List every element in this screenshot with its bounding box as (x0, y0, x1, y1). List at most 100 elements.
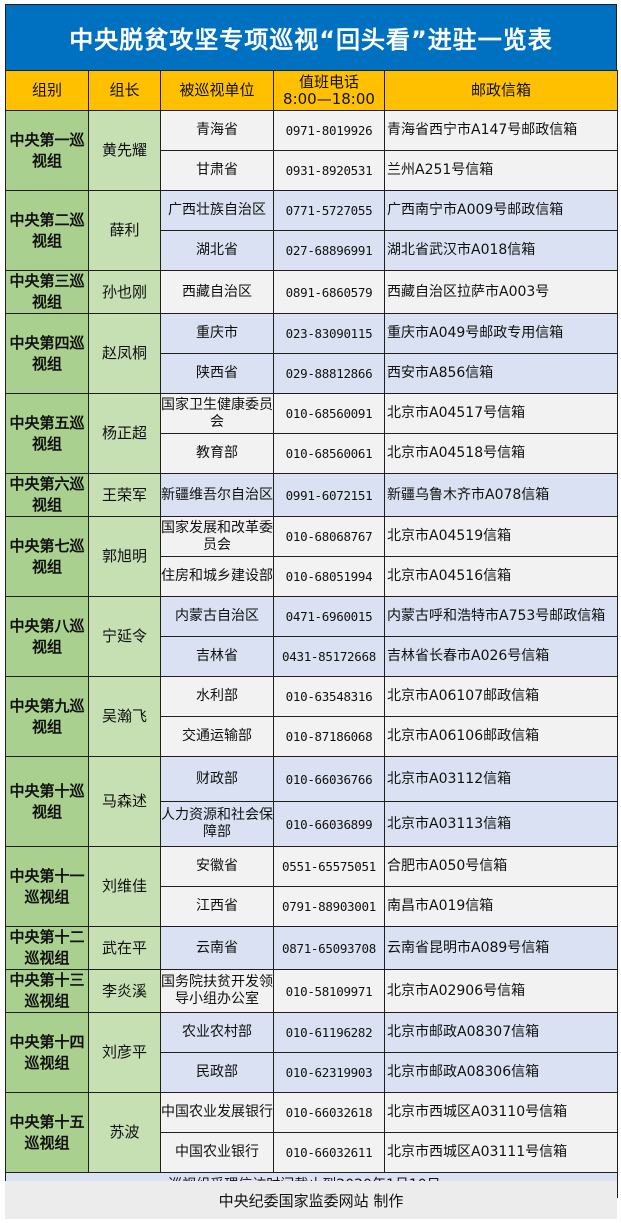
table-row: 中央第八巡视组 宁延令 内蒙古自治区 0471-6960015 内蒙古呼和浩特市A753… (5, 596, 618, 677)
header-mailbox: 邮政信箱 (384, 70, 618, 111)
duty-phone: 023-83090115 (273, 313, 385, 354)
duty-phone: 010-66032611 (273, 1132, 385, 1173)
postal-mailbox: 北京市A04516信箱 (384, 556, 618, 597)
header-phone-label: 值班电话 (298, 72, 359, 91)
inspected-unit: 云南省 (160, 926, 274, 970)
leader-name: 郭旭明 (88, 516, 161, 597)
leader-name: 赵凤桐 (88, 313, 161, 394)
postal-mailbox: 北京市A03113信箱 (384, 801, 618, 847)
header-unit: 被巡视单位 (160, 70, 274, 111)
group-name: 中央第十五巡视组 (5, 1092, 89, 1173)
duty-phone: 0931-8920531 (273, 150, 385, 191)
group-name: 中央第十四巡视组 (5, 1012, 89, 1093)
table-row: 中央第十四巡视组 刘彦平 农业农村部 010-61196282 北京市邮政A08307信… (5, 1012, 618, 1093)
duty-phone: 010-87186068 (273, 716, 385, 757)
table-row: 甘肃省 0931-8920531 兰州A251号信箱 (6, 150, 618, 191)
inspected-unit: 广西壮族自治区 (160, 190, 274, 231)
postal-mailbox: 北京市西城区A03110号信箱 (384, 1092, 618, 1133)
header-phone-hours: 8:00—18:00 (283, 89, 375, 108)
table-row: 中央第九巡视组 吴瀚飞 水利部 010-63548316 北京市A06107邮政信箱 (5, 676, 618, 757)
duty-phone: 0991-6072151 (273, 473, 385, 517)
leader-name: 马森述 (88, 756, 161, 847)
inspected-unit: 青海省 (160, 110, 274, 151)
inspected-unit: 新疆维吾尔自治区 (160, 473, 274, 517)
inspected-unit: 水利部 (160, 676, 274, 717)
group-name: 中央第一巡视组 (5, 110, 89, 191)
group-name: 中央第三巡视组 (5, 270, 89, 314)
leader-name: 黄先耀 (88, 110, 161, 191)
leader-name: 杨正超 (88, 393, 161, 474)
inspection-table: 组别 组长 被巡视单位 值班电话 8:00—18:00 邮政信箱 中央第一巡视组黄… (5, 70, 618, 1198)
table-row: 中央第六巡视组 王荣军 新疆维吾尔自治区 0991-6072151 新疆乌鲁木齐市A07… (5, 473, 618, 517)
postal-mailbox: 北京市邮政A08306信箱 (384, 1052, 618, 1093)
postal-mailbox: 重庆市A049号邮政专用信箱 (384, 313, 618, 354)
table-row: 中央第十二巡视组 武在平 云南省 0871-65093708 云南省昆明市A089号信箱 (5, 926, 618, 970)
group-name: 中央第二巡视组 (5, 190, 89, 271)
duty-phone: 010-68051994 (273, 556, 385, 597)
credit-footer: 中央纪委国家监委网站 制作 (5, 1181, 617, 1219)
header-group: 组别 (5, 70, 89, 111)
inspected-unit: 安徽省 (160, 846, 274, 887)
leader-name: 王荣军 (88, 473, 161, 517)
duty-phone: 027-68896991 (273, 230, 385, 271)
group-name: 中央第十巡视组 (5, 756, 89, 847)
duty-phone: 010-66036766 (273, 756, 385, 802)
duty-phone: 0551-65575051 (273, 846, 385, 887)
duty-phone: 010-68560061 (273, 433, 385, 474)
duty-phone: 029-88812866 (273, 353, 385, 394)
table-row: 江西省 0791-88903001 南昌市A019信箱 (6, 886, 618, 927)
duty-phone: 0871-65093708 (273, 926, 385, 970)
header-leader: 组长 (88, 70, 161, 111)
table-row: 中央第三巡视组 孙也刚 西藏自治区 0891-6860579 西藏自治区拉萨市A003号 (5, 270, 618, 314)
inspected-unit: 住房和城乡建设部 (160, 556, 274, 597)
table-row: 湖北省 027-68896991 湖北省武汉市A018信箱 (6, 230, 618, 271)
table-row: 中央第二巡视组 薛利 广西壮族自治区 0771-5727055 广西南宁市A009号邮政… (5, 190, 618, 271)
group-name: 中央第十一巡视组 (5, 846, 89, 927)
group-name: 中央第四巡视组 (5, 313, 89, 394)
inspected-unit: 中国农业发展银行 (160, 1092, 274, 1133)
group-name: 中央第十二巡视组 (5, 926, 89, 970)
leader-name: 吴瀚飞 (88, 676, 161, 757)
postal-mailbox: 合肥市A050号信箱 (384, 846, 618, 887)
table-row: 住房和城乡建设部 010-68051994 北京市A04516信箱 (6, 556, 618, 597)
postal-mailbox: 北京市A03112信箱 (384, 756, 618, 802)
duty-phone: 0471-6960015 (273, 596, 385, 637)
postal-mailbox: 北京市A04519信箱 (384, 516, 618, 557)
postal-mailbox: 吉林省长春市A026号信箱 (384, 636, 618, 677)
duty-phone: 010-62319903 (273, 1052, 385, 1093)
postal-mailbox: 西安市A856信箱 (384, 353, 618, 394)
postal-mailbox: 南昌市A019信箱 (384, 886, 618, 927)
postal-mailbox: 北京市A04517号信箱 (384, 393, 618, 434)
inspected-unit: 湖北省 (160, 230, 274, 271)
table-row: 民政部 010-62319903 北京市邮政A08306信箱 (6, 1052, 618, 1093)
table-row: 吉林省 0431-85172668 吉林省长春市A026号信箱 (6, 636, 618, 677)
table-row: 中央第十五巡视组 苏波 中国农业发展银行 010-66032618 北京市西城区A031… (5, 1092, 618, 1173)
inspected-unit: 国家卫生健康委员会 (160, 393, 274, 434)
duty-phone: 010-66036899 (273, 801, 385, 847)
leader-name: 刘维佳 (88, 846, 161, 927)
postal-mailbox: 北京市A06106邮政信箱 (384, 716, 618, 757)
header-phone: 值班电话 8:00—18:00 (273, 70, 385, 111)
duty-phone: 010-61196282 (273, 1012, 385, 1053)
inspected-unit: 人力资源和社会保障部 (160, 801, 274, 847)
duty-phone: 0791-88903001 (273, 886, 385, 927)
group-name: 中央第八巡视组 (5, 596, 89, 677)
table-row: 中央第十一巡视组 刘维佳 安徽省 0551-65575051 合肥市A050号信箱 (5, 846, 618, 927)
table-row: 中央第十巡视组 马森述 财政部 010-66036766 北京市A03112信箱 (5, 756, 618, 847)
page-title: 中央脱贫攻坚专项巡视“回头看”进驻一览表 (5, 4, 617, 70)
table-row: 人力资源和社会保障部 010-66036899 北京市A03113信箱 (6, 801, 618, 847)
inspection-table-card: 中央脱贫攻坚专项巡视“回头看”进驻一览表 组别 组长 被巡视单位 值班电话 8:0… (5, 4, 618, 1198)
postal-mailbox: 青海省西宁市A147号邮政信箱 (384, 110, 618, 151)
postal-mailbox: 内蒙古呼和浩特市A753号邮政信箱 (384, 596, 618, 637)
table-row: 中央第七巡视组 郭旭明 国家发展和改革委员会 010-68068767 北京市A0451… (5, 516, 618, 597)
inspected-unit: 甘肃省 (160, 150, 274, 191)
postal-mailbox: 兰州A251号信箱 (384, 150, 618, 191)
inspected-unit: 农业农村部 (160, 1012, 274, 1053)
duty-phone: 0971-8019926 (273, 110, 385, 151)
leader-name: 武在平 (88, 926, 161, 970)
duty-phone: 010-66032618 (273, 1092, 385, 1133)
inspected-unit: 国家发展和改革委员会 (160, 516, 274, 557)
table-row: 中央第四巡视组 赵凤桐 重庆市 023-83090115 重庆市A049号邮政专用信箱 (5, 313, 618, 394)
inspected-unit: 重庆市 (160, 313, 274, 354)
postal-mailbox: 北京市A06107邮政信箱 (384, 676, 618, 717)
